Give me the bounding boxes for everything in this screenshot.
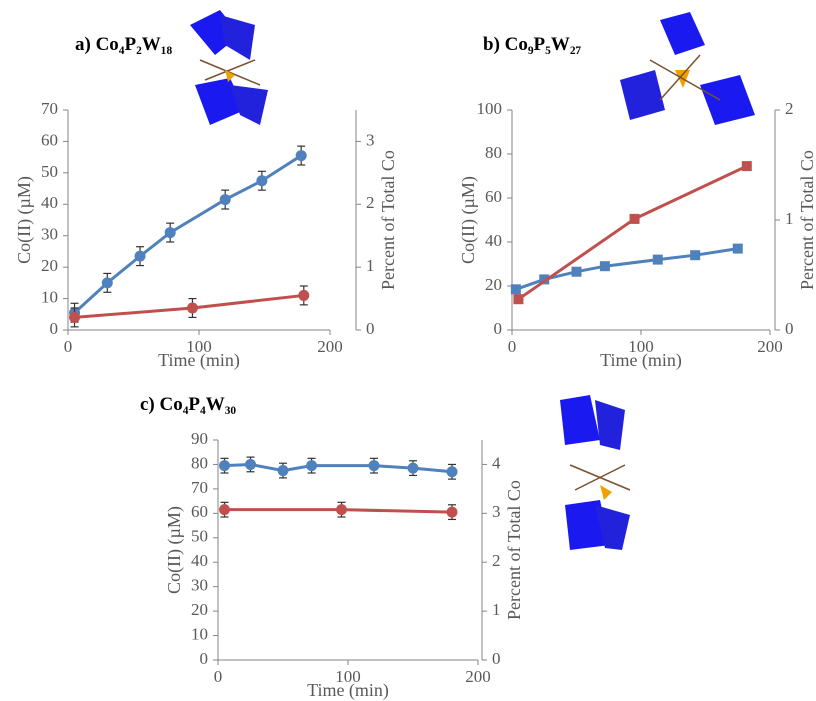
point xyxy=(336,504,347,515)
y-axis-title: Co(II) (µM) xyxy=(14,176,35,264)
y-axis-title: Co(II) (µM) xyxy=(458,176,479,264)
x-axis-title: Time (min) xyxy=(158,350,240,371)
y2-tick-label: 3 xyxy=(492,502,501,521)
series-line xyxy=(518,166,746,299)
y-tick-label: 30 xyxy=(191,576,208,595)
y2-tick-label: 2 xyxy=(492,551,501,570)
y2-tick-label: 0 xyxy=(366,319,375,338)
point xyxy=(408,463,419,474)
point xyxy=(298,290,309,301)
x-tick-label: 0 xyxy=(64,337,73,356)
y-tick-label: 70 xyxy=(191,478,208,497)
point xyxy=(600,261,610,271)
molecule-c xyxy=(560,395,630,550)
point xyxy=(690,250,700,260)
y-tick-label: 90 xyxy=(191,429,208,448)
point xyxy=(369,460,380,471)
y2-tick-label: 0 xyxy=(492,649,501,668)
x-tick-label: 200 xyxy=(465,667,491,686)
y-tick-label: 60 xyxy=(191,502,208,521)
y-tick-label: 30 xyxy=(41,225,58,244)
point xyxy=(256,175,267,186)
y2-axis-title: Percent of Total Co xyxy=(797,150,816,290)
y-tick-label: 50 xyxy=(41,162,58,181)
point xyxy=(220,194,231,205)
point xyxy=(630,214,640,224)
point xyxy=(511,284,521,294)
y-tick-label: 70 xyxy=(41,99,58,118)
point xyxy=(219,460,230,471)
y2-tick-label: 4 xyxy=(492,453,501,472)
y2-axis-title: Percent of Total Co xyxy=(504,480,524,620)
y-tick-label: 20 xyxy=(41,256,58,275)
point xyxy=(572,267,582,277)
y2-tick-label: 1 xyxy=(492,600,501,619)
chart-title: c) Co₄P₄W₃₀ xyxy=(140,394,236,415)
y-tick-label: 0 xyxy=(50,319,59,338)
point xyxy=(742,161,752,171)
chart-title: a) Co₄P₂W₁₈ xyxy=(75,34,172,55)
y-tick-label: 40 xyxy=(191,551,208,570)
y2-tick-label: 1 xyxy=(366,256,375,275)
x-axis-title: Time (min) xyxy=(600,350,682,371)
point xyxy=(447,466,458,477)
figure: a) Co₄P₂W₁₈01020304050607001230100200Tim… xyxy=(0,0,816,701)
point xyxy=(733,244,743,254)
point xyxy=(135,251,146,262)
y2-tick-label: 2 xyxy=(366,193,375,212)
molecule-a xyxy=(190,10,268,125)
y-tick-label: 0 xyxy=(200,649,209,668)
y-tick-label: 20 xyxy=(191,600,208,619)
y-tick-label: 10 xyxy=(41,287,58,306)
y-tick-label: 20 xyxy=(485,275,502,294)
point xyxy=(447,507,458,518)
y2-axis-title: Percent of Total Co xyxy=(378,150,398,290)
y-tick-label: 100 xyxy=(477,99,503,118)
y-tick-label: 10 xyxy=(191,624,208,643)
x-axis-title: Time (min) xyxy=(307,680,389,701)
y-tick-label: 40 xyxy=(485,231,502,250)
point xyxy=(278,465,289,476)
y-tick-label: 60 xyxy=(485,187,502,206)
molecule-b xyxy=(620,12,755,125)
point xyxy=(165,227,176,238)
point xyxy=(513,294,523,304)
x-tick-label: 200 xyxy=(317,337,343,356)
point xyxy=(102,277,113,288)
point xyxy=(187,303,198,314)
y-tick-label: 80 xyxy=(191,453,208,472)
y-tick-label: 50 xyxy=(191,527,208,546)
y-tick-label: 60 xyxy=(41,130,58,149)
chart-title: b) Co₉P₅W₂₇ xyxy=(483,34,582,55)
y2-tick-label: 3 xyxy=(366,130,375,149)
y2-tick-label: 0 xyxy=(785,319,794,338)
series-line xyxy=(75,156,302,313)
x-tick-label: 200 xyxy=(757,337,783,356)
point xyxy=(653,255,663,265)
y-tick-label: 0 xyxy=(494,319,503,338)
x-tick-label: 0 xyxy=(214,667,223,686)
y-tick-label: 80 xyxy=(485,143,502,162)
point xyxy=(219,504,230,515)
point xyxy=(296,150,307,161)
y2-tick-label: 1 xyxy=(785,209,794,228)
x-tick-label: 0 xyxy=(508,337,517,356)
y-tick-label: 40 xyxy=(41,193,58,212)
y2-tick-label: 2 xyxy=(785,99,794,118)
y-axis-title: Co(II) (µM) xyxy=(164,506,185,594)
point xyxy=(306,460,317,471)
point xyxy=(69,312,80,323)
point xyxy=(245,459,256,470)
